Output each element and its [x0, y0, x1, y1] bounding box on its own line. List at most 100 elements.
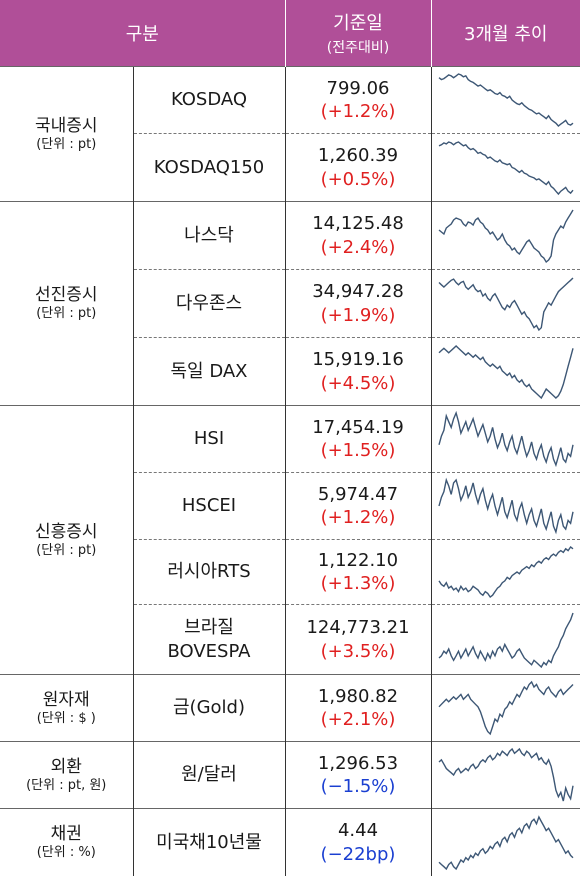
- index-name: 브라질 BOVESPA: [133, 605, 285, 675]
- index-name: 러시아RTS: [133, 540, 285, 605]
- header-base-date-label: 기준일: [333, 13, 383, 34]
- header-base-date-sub: (전주대비): [286, 37, 431, 57]
- group-name: 국내증시: [35, 116, 98, 136]
- group-label: 원자재 (단위 : $ ): [0, 675, 133, 742]
- group-unit: (단위 : pt): [0, 543, 133, 560]
- sparkline-series: [439, 210, 573, 262]
- group-label: 선진증시 (단위 : pt): [0, 202, 133, 406]
- index-value-cell: 17,454.19 (+1.5%): [285, 406, 431, 473]
- group-name: 원자재: [43, 690, 90, 710]
- table-row: 채권 (단위 : %) 미국채10년물 4.44 (−22bp): [0, 809, 580, 876]
- index-value-cell: 5,974.47 (+1.2%): [285, 473, 431, 540]
- sparkline: [436, 343, 576, 401]
- group-unit: (단위 : pt, 원): [0, 778, 133, 795]
- sparkline: [436, 207, 576, 265]
- index-change: (+2.4%): [286, 236, 431, 259]
- index-name: KOSDAQ: [133, 67, 285, 134]
- index-name: 원/달러: [133, 742, 285, 809]
- header-category: 구분: [0, 0, 285, 67]
- group-name: 채권: [51, 824, 82, 844]
- trend-cell: [431, 406, 580, 473]
- index-name: 다우존스: [133, 270, 285, 338]
- sparkline-series: [439, 613, 573, 667]
- trend-cell: [431, 134, 580, 202]
- index-name: HSCEI: [133, 473, 285, 540]
- sparkline: [436, 544, 576, 600]
- sparkline: [436, 814, 576, 872]
- index-change: (−1.5%): [286, 775, 431, 798]
- index-value-cell: 799.06 (+1.2%): [285, 67, 431, 134]
- sparkline-series: [439, 682, 573, 734]
- group-unit: (단위 : %): [0, 845, 133, 862]
- index-change: (+2.1%): [286, 708, 431, 731]
- index-value-cell: 34,947.28 (+1.9%): [285, 270, 431, 338]
- trend-cell: [431, 605, 580, 675]
- table-row: 외환 (단위 : pt, 원) 원/달러 1,296.53 (−1.5%): [0, 742, 580, 809]
- index-value: 14,125.48: [286, 212, 431, 235]
- index-value: 1,980.82: [286, 685, 431, 708]
- trend-cell: [431, 67, 580, 134]
- table-header: 구분 기준일 (전주대비) 3개월 추이: [0, 0, 580, 67]
- sparkline-series: [439, 142, 573, 194]
- index-value-cell: 1,122.10 (+1.3%): [285, 540, 431, 605]
- index-change: (+3.5%): [286, 640, 431, 663]
- group-name: 신흥증시: [35, 522, 98, 542]
- index-name: HSI: [133, 406, 285, 473]
- sparkline-series: [439, 413, 573, 465]
- group-label: 채권 (단위 : %): [0, 809, 133, 876]
- index-value: 799.06: [286, 77, 431, 100]
- index-value: 124,773.21: [286, 616, 431, 639]
- index-name: 미국채10년물: [133, 809, 285, 876]
- index-value-cell: 1,260.39 (+0.5%): [285, 134, 431, 202]
- index-change: (+1.3%): [286, 572, 431, 595]
- index-name: 금(Gold): [133, 675, 285, 742]
- index-change: (−22bp): [286, 843, 431, 866]
- index-value: 15,919.16: [286, 348, 431, 371]
- index-name: KOSDAQ150: [133, 134, 285, 202]
- sparkline-series: [439, 749, 573, 801]
- sparkline: [436, 477, 576, 535]
- group-label: 신흥증시 (단위 : pt): [0, 406, 133, 675]
- index-value: 5,974.47: [286, 483, 431, 506]
- trend-cell: [431, 473, 580, 540]
- trend-cell: [431, 675, 580, 742]
- group-name: 선진증시: [35, 285, 98, 305]
- sparkline: [436, 679, 576, 737]
- sparkline: [436, 610, 576, 670]
- sparkline-series: [439, 817, 573, 869]
- sparkline: [436, 139, 576, 197]
- header-base-date: 기준일 (전주대비): [285, 0, 431, 67]
- header-trend: 3개월 추이: [431, 0, 580, 67]
- table-row: 신흥증시 (단위 : pt) HSI 17,454.19 (+1.5%): [0, 406, 580, 473]
- index-change: (+1.2%): [286, 506, 431, 529]
- group-name: 외환: [51, 757, 82, 777]
- group-unit: (단위 : pt): [0, 137, 133, 154]
- sparkline-series: [439, 278, 573, 330]
- index-value-cell: 4.44 (−22bp): [285, 809, 431, 876]
- index-value: 1,260.39: [286, 144, 431, 167]
- group-label: 국내증시 (단위 : pt): [0, 67, 133, 202]
- group-label: 외환 (단위 : pt, 원): [0, 742, 133, 809]
- index-value-cell: 1,980.82 (+2.1%): [285, 675, 431, 742]
- index-value: 1,296.53: [286, 752, 431, 775]
- index-value: 1,122.10: [286, 549, 431, 572]
- table-row: 선진증시 (단위 : pt) 나스닥 14,125.48 (+2.4%): [0, 202, 580, 270]
- index-value: 34,947.28: [286, 280, 431, 303]
- index-value: 17,454.19: [286, 416, 431, 439]
- sparkline: [436, 71, 576, 129]
- index-name: 독일 DAX: [133, 338, 285, 406]
- trend-cell: [431, 742, 580, 809]
- table-row: 원자재 (단위 : $ ) 금(Gold) 1,980.82 (+2.1%): [0, 675, 580, 742]
- group-unit: (단위 : pt): [0, 306, 133, 323]
- index-name: 나스닥: [133, 202, 285, 270]
- trend-cell: [431, 338, 580, 406]
- sparkline-series: [439, 480, 573, 532]
- table-body: 국내증시 (단위 : pt) KOSDAQ 799.06 (+1.2%) KOS…: [0, 67, 580, 876]
- index-change: (+4.5%): [286, 372, 431, 395]
- trend-cell: [431, 270, 580, 338]
- table-row: 국내증시 (단위 : pt) KOSDAQ 799.06 (+1.2%): [0, 67, 580, 134]
- sparkline: [436, 275, 576, 333]
- sparkline-series: [439, 346, 573, 398]
- index-value-cell: 15,919.16 (+4.5%): [285, 338, 431, 406]
